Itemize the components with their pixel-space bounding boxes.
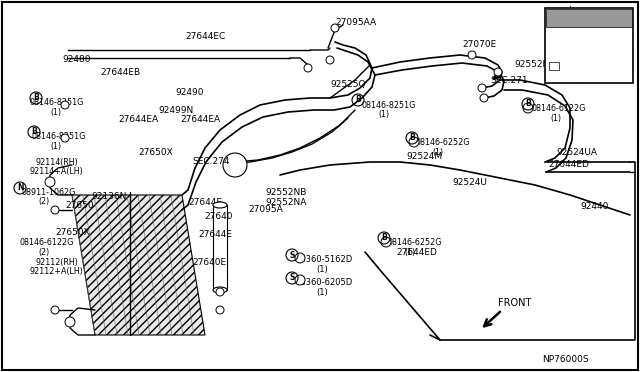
Text: 08146-6122G: 08146-6122G — [532, 104, 586, 113]
Text: (1): (1) — [316, 288, 328, 297]
Text: 27640: 27640 — [204, 212, 232, 221]
Bar — [549, 62, 559, 70]
Text: 27650: 27650 — [65, 201, 93, 210]
Text: 27640E: 27640E — [192, 258, 226, 267]
Circle shape — [409, 137, 419, 147]
Text: NP76000S: NP76000S — [542, 355, 589, 364]
Text: 27644ED: 27644ED — [396, 248, 437, 257]
Text: 92552N: 92552N — [514, 60, 549, 69]
Text: 08360-6205D: 08360-6205D — [296, 278, 353, 287]
Text: 92524UA: 92524UA — [556, 148, 597, 157]
Text: (1): (1) — [404, 248, 415, 257]
Text: 27644EB: 27644EB — [100, 68, 140, 77]
Bar — [545, 8, 633, 83]
Text: 27650X: 27650X — [55, 228, 90, 237]
Text: 08146-8251G: 08146-8251G — [32, 132, 86, 141]
Text: 92524M: 92524M — [406, 152, 442, 161]
Text: 27644ED: 27644ED — [548, 160, 589, 169]
Text: 92136N: 92136N — [91, 192, 126, 201]
Text: 92490: 92490 — [175, 88, 204, 97]
Text: B: B — [355, 96, 361, 105]
Text: B: B — [409, 134, 415, 142]
Circle shape — [326, 56, 334, 64]
Text: 92112+A(LH): 92112+A(LH) — [30, 267, 84, 276]
Circle shape — [331, 24, 339, 32]
Text: 08146-8251G: 08146-8251G — [30, 98, 84, 107]
Circle shape — [51, 206, 59, 214]
Ellipse shape — [213, 287, 227, 293]
Text: 08146-6122G: 08146-6122G — [20, 238, 74, 247]
Text: N: N — [17, 183, 23, 192]
Circle shape — [61, 101, 69, 109]
Circle shape — [51, 306, 59, 314]
Text: 27644E: 27644E — [198, 230, 232, 239]
Text: 92114+A(LH): 92114+A(LH) — [30, 167, 84, 176]
Text: (2): (2) — [38, 197, 49, 206]
Text: 92525Q: 92525Q — [330, 80, 365, 89]
Text: 08146-8251G: 08146-8251G — [362, 101, 417, 110]
Text: B: B — [525, 99, 531, 109]
Circle shape — [295, 275, 305, 285]
Text: 27000A: 27000A — [560, 14, 595, 23]
Text: B: B — [33, 93, 39, 103]
Text: (2): (2) — [38, 248, 49, 257]
Text: 92499N: 92499N — [158, 106, 193, 115]
Circle shape — [295, 253, 305, 263]
Text: (1): (1) — [316, 265, 328, 274]
Text: 27644EA: 27644EA — [118, 115, 158, 124]
Text: 08146-6252G: 08146-6252G — [388, 238, 442, 247]
Text: B: B — [381, 234, 387, 243]
Circle shape — [45, 177, 55, 187]
Circle shape — [216, 306, 224, 314]
Text: 27644EA: 27644EA — [180, 115, 220, 124]
Text: B: B — [31, 128, 37, 137]
Text: 08360-5162D: 08360-5162D — [296, 255, 353, 264]
Circle shape — [65, 317, 75, 327]
Text: SEC.274: SEC.274 — [192, 157, 230, 166]
Circle shape — [478, 84, 486, 92]
Text: 92112(RH): 92112(RH) — [35, 258, 78, 267]
Text: 92440: 92440 — [580, 202, 609, 211]
Text: (1): (1) — [550, 114, 561, 123]
Text: S: S — [289, 273, 294, 282]
Polygon shape — [72, 195, 205, 335]
Text: 27095AA: 27095AA — [335, 18, 376, 27]
Circle shape — [381, 237, 391, 247]
Circle shape — [468, 51, 476, 59]
Circle shape — [523, 103, 533, 113]
Bar — [546, 9, 632, 27]
Circle shape — [223, 153, 247, 177]
Text: 92552NA: 92552NA — [265, 198, 307, 207]
Circle shape — [61, 134, 69, 142]
Text: 27095A: 27095A — [248, 205, 283, 214]
Text: S: S — [289, 250, 294, 260]
Circle shape — [494, 68, 502, 76]
Circle shape — [480, 94, 488, 102]
Text: 92524U: 92524U — [452, 178, 487, 187]
Ellipse shape — [213, 202, 227, 208]
Text: SEC.271: SEC.271 — [490, 76, 527, 85]
Text: 92552NB: 92552NB — [265, 188, 307, 197]
Text: (1): (1) — [378, 110, 389, 119]
Text: (1): (1) — [432, 148, 443, 157]
Text: 92480: 92480 — [62, 55, 90, 64]
Text: 08146-6252G: 08146-6252G — [415, 138, 470, 147]
Text: 27644EC: 27644EC — [185, 32, 225, 41]
Text: (1): (1) — [50, 142, 61, 151]
Text: 27644E: 27644E — [188, 198, 222, 207]
Bar — [213, 205, 227, 290]
Text: 27070E: 27070E — [462, 40, 496, 49]
Circle shape — [216, 288, 224, 296]
Text: FRONT: FRONT — [498, 298, 531, 308]
Text: 27650X: 27650X — [138, 148, 173, 157]
Text: (1): (1) — [50, 108, 61, 117]
Circle shape — [304, 64, 312, 72]
Text: 08911-1062G: 08911-1062G — [22, 188, 76, 197]
Text: 92114(RH): 92114(RH) — [35, 158, 77, 167]
